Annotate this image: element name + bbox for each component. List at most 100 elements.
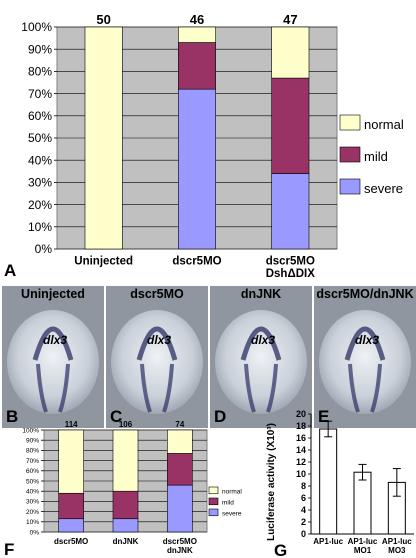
f-bar-segment-normal bbox=[58, 429, 84, 494]
embryo-panel-E: dscr5MO/dnJNK dlx3 E bbox=[314, 286, 416, 428]
chart-f-legend: normal mild severe bbox=[208, 486, 242, 517]
embryo-gene-label: dlx3 bbox=[147, 333, 171, 347]
f-category-label: dnJNK bbox=[113, 537, 139, 546]
a-y-tick-label: 70% bbox=[28, 87, 52, 101]
f-legend-label-severe: severe bbox=[222, 510, 242, 517]
dlx3-stain-stripe bbox=[348, 363, 360, 413]
a-y-tick-label: 50% bbox=[28, 131, 52, 145]
f-y-tick-label: 90% bbox=[26, 437, 39, 444]
embryo-panel-C: dscr5MO dlx3 C bbox=[106, 286, 208, 428]
f-legend-swatch-severe bbox=[208, 508, 219, 517]
g-y-tick-label: 0 bbox=[301, 529, 306, 539]
a-bar-segment-normal bbox=[84, 26, 123, 250]
dlx3-stain-arc bbox=[136, 326, 178, 361]
g-y-tick-label: 14 bbox=[296, 445, 306, 455]
g-y-tick-label: 16 bbox=[296, 433, 306, 443]
embryo-body bbox=[319, 310, 411, 414]
f-y-tick-label: 50% bbox=[26, 478, 39, 485]
f-category-label: dnJNK bbox=[167, 546, 193, 555]
dlx3-stain-stripe bbox=[266, 363, 278, 413]
g-y-tick-label: 18 bbox=[296, 421, 306, 431]
dlx3-stain-stripe bbox=[36, 363, 48, 413]
f-bar-segment-severe bbox=[112, 518, 139, 533]
g-y-tick-label: 12 bbox=[296, 457, 306, 467]
dlx3-stain-stripe bbox=[140, 363, 152, 413]
dlx3-stain-stripe bbox=[370, 363, 382, 413]
a-bar-segment-severe bbox=[178, 88, 216, 250]
f-category-label: dscr5MO bbox=[54, 537, 88, 546]
a-bar-segment-normal bbox=[271, 26, 310, 79]
f-bar-segment-mild bbox=[112, 490, 139, 520]
g-category-label: AP1-luc bbox=[382, 537, 412, 546]
g-y-tick-label: 10 bbox=[296, 469, 306, 479]
a-bar-segment-mild bbox=[178, 42, 216, 90]
f-n-label: 106 bbox=[119, 420, 133, 429]
f-y-tick-label: 0% bbox=[30, 529, 40, 536]
f-y-tick-label: 70% bbox=[26, 458, 39, 465]
a-category-label: DshΔDIX bbox=[266, 268, 315, 280]
f-y-tick-label: 10% bbox=[26, 519, 39, 526]
f-bar-segment-mild bbox=[58, 492, 84, 520]
a-legend-label-mild: mild bbox=[364, 149, 388, 164]
a-y-tick-label: 90% bbox=[28, 42, 52, 56]
embryo-body bbox=[215, 310, 307, 414]
a-category-label: Uninjected bbox=[74, 256, 133, 268]
a-y-tick-label: 0% bbox=[35, 242, 53, 256]
f-bar-segment-normal bbox=[167, 429, 193, 454]
f-y-tick-label: 80% bbox=[26, 448, 39, 455]
chart-a: 0% 10% 20% 30% 40% 50% 60% 70% 80% 90% 100% 50 Unin… bbox=[4, 12, 404, 280]
a-legend-swatch-severe bbox=[339, 178, 361, 195]
a-category-label: dscr5MO bbox=[172, 256, 221, 268]
f-y-tick-label: 20% bbox=[26, 509, 39, 516]
a-bar-segment-normal bbox=[178, 26, 216, 43]
f-y-tick-label: 60% bbox=[26, 468, 39, 475]
f-y-tick-label: 100% bbox=[22, 427, 39, 434]
embryo-gene-label: dlx3 bbox=[355, 333, 379, 347]
a-n-label: 50 bbox=[96, 12, 110, 27]
g-y-tick-label: 2 bbox=[301, 517, 306, 527]
chart-f: 0% 10% 20% 30% 40% 50% 60% 70% 80% 90% 100% 114 dsc… bbox=[4, 420, 242, 558]
g-bar bbox=[319, 428, 338, 535]
f-n-label: 74 bbox=[175, 420, 184, 429]
f-bar-segment-mild bbox=[167, 453, 193, 486]
embryo-panel-title: dscr5MO/dnJNK bbox=[316, 287, 413, 301]
embryo-panel-D: dnJNK dlx3 D bbox=[210, 286, 312, 428]
dlx3-stain-arc bbox=[32, 326, 74, 361]
g-bar bbox=[353, 471, 372, 535]
embryo-panel-B: Uninjected dlx3 B bbox=[2, 286, 104, 428]
a-y-tick-label: 30% bbox=[28, 176, 52, 190]
g-y-tick-label: 20 bbox=[296, 409, 306, 419]
embryo-body bbox=[7, 310, 99, 414]
f-bar-segment-normal bbox=[112, 429, 139, 492]
g-category-label: AP1-luc bbox=[313, 537, 343, 546]
chart-g-ylabel: Luciferase activity (X10³) bbox=[266, 423, 277, 541]
embryo-panel-letter: B bbox=[6, 407, 18, 426]
chart-a-panel-letter: A bbox=[4, 261, 16, 280]
a-y-tick-label: 40% bbox=[28, 153, 52, 167]
g-y-tick-label: 8 bbox=[301, 481, 306, 491]
f-y-tick-label: 30% bbox=[26, 499, 39, 506]
embryo-panel-title: dnJNK bbox=[241, 287, 281, 301]
f-legend-label-mild: mild bbox=[222, 499, 234, 506]
f-n-label: 114 bbox=[65, 420, 78, 429]
a-y-tick-label: 80% bbox=[28, 65, 52, 79]
f-legend-swatch-normal bbox=[208, 486, 219, 495]
chart-g-panel-letter: G bbox=[274, 541, 287, 558]
embryo-panel-title: Uninjected bbox=[21, 287, 85, 301]
g-y-tick-label: 6 bbox=[301, 493, 306, 503]
a-n-label: 46 bbox=[190, 12, 204, 27]
g-y-tick-label: 4 bbox=[301, 505, 306, 515]
a-y-tick-label: 20% bbox=[28, 198, 52, 212]
f-y-tick-label: 40% bbox=[26, 488, 39, 495]
embryo-panel-letter: C bbox=[110, 407, 122, 426]
f-bar-segment-severe bbox=[58, 518, 84, 533]
a-n-label: 47 bbox=[283, 12, 297, 27]
a-bar-segment-mild bbox=[271, 77, 310, 174]
a-legend-label-normal: normal bbox=[364, 117, 404, 132]
a-y-tick-label: 10% bbox=[28, 220, 52, 234]
embryo-panel-title: dscr5MO bbox=[130, 287, 184, 301]
a-category-label: dscr5MO bbox=[266, 256, 315, 268]
